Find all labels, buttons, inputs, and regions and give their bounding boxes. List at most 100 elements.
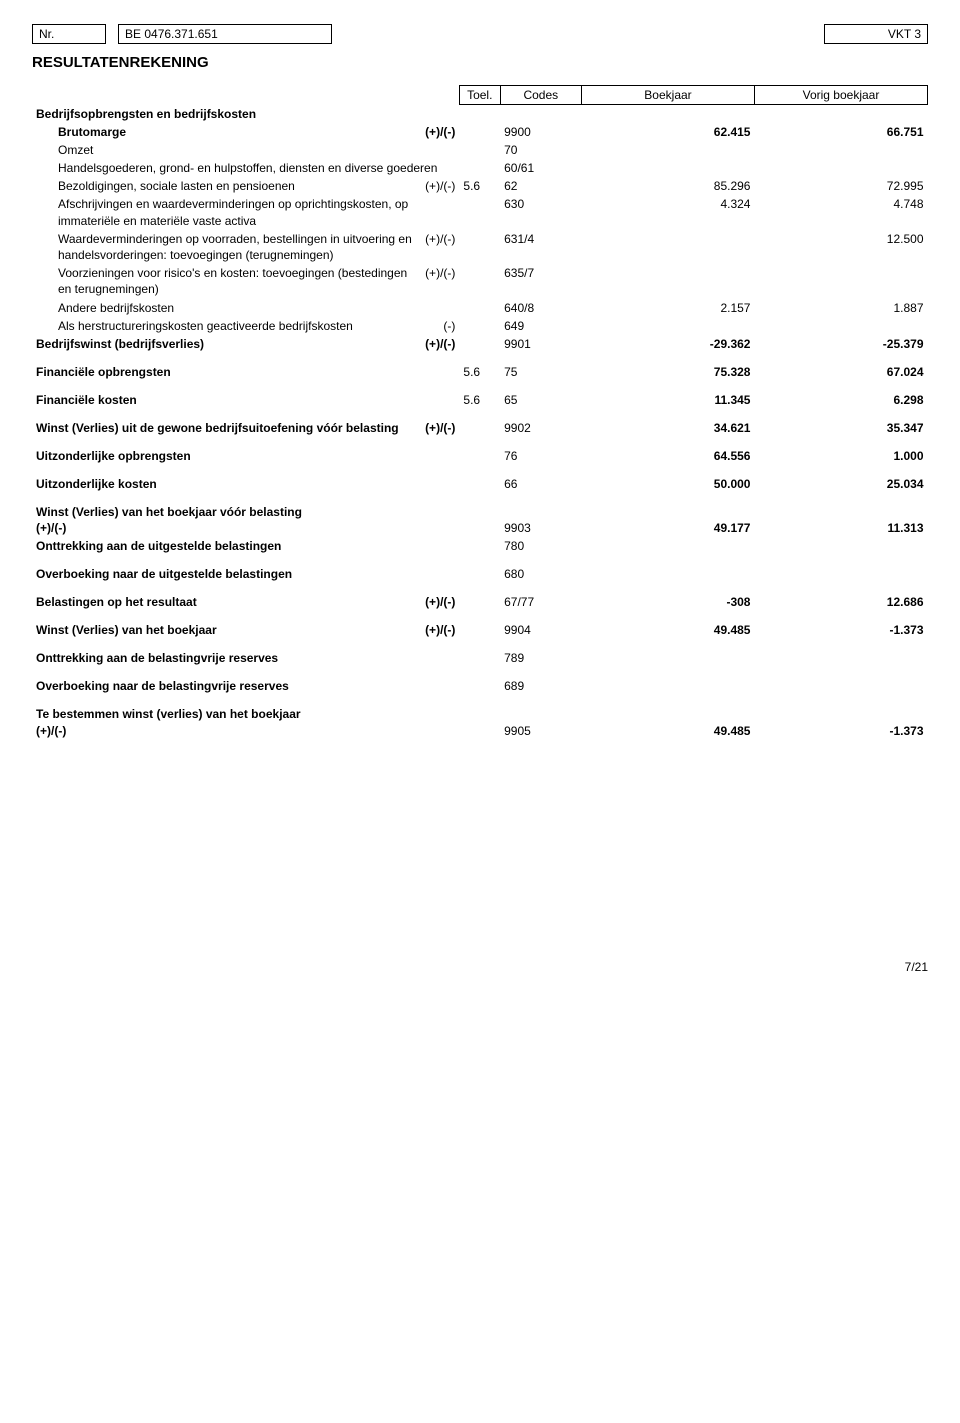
row-current: 85.296: [582, 177, 755, 195]
row-current: 4.324: [582, 195, 755, 229]
row-current: [582, 317, 755, 335]
row-toel: [459, 677, 500, 705]
row-label: Handelsgoederen, grond- en hulpstoffen, …: [32, 159, 459, 177]
row-code: 635/7: [500, 264, 581, 298]
row-current: [582, 141, 755, 159]
row-current: -308: [582, 593, 755, 621]
table-row: Als herstructureringskosten geactiveerde…: [32, 317, 928, 335]
sign-line: (+)/(-): [36, 520, 455, 536]
row-previous: -1.373: [754, 621, 927, 649]
table-row: Onttrekking aan de belastingvrije reserv…: [32, 649, 928, 677]
row-previous: 25.034: [754, 475, 927, 503]
row-current: 75.328: [582, 363, 755, 391]
table-row: Financiële opbrengsten5.67575.32867.024: [32, 363, 928, 391]
row-label: Overboeking naar de belastingvrije reser…: [32, 677, 459, 705]
row-current: 64.556: [582, 447, 755, 475]
row-current: [582, 677, 755, 705]
table-row: Bedrijfswinst (bedrijfsverlies)(+)/(-)99…: [32, 335, 928, 363]
row-previous: 66.751: [754, 123, 927, 141]
row-previous: [754, 537, 927, 565]
table-row: Bedrijfsopbrengsten en bedrijfskosten: [32, 105, 928, 123]
be-number: BE 0476.371.651: [125, 27, 218, 41]
row-current: [582, 565, 755, 593]
table-row: Uitzonderlijke opbrengsten7664.5561.000: [32, 447, 928, 475]
row-toel: 5.6: [459, 177, 500, 195]
row-code: 9903: [500, 503, 581, 537]
sign-suffix: (+)/(-): [421, 420, 455, 436]
row-previous: [754, 317, 927, 335]
col-current: Boekjaar: [582, 86, 755, 105]
row-label: Uitzonderlijke kosten: [32, 475, 459, 503]
row-label: Brutomarge(+)/(-): [32, 123, 459, 141]
row-toel: [459, 123, 500, 141]
row-label: Winst (Verlies) van het boekjaar(+)/(-): [32, 621, 459, 649]
row-previous: 12.500: [754, 230, 927, 264]
table-row: Belastingen op het resultaat(+)/(-)67/77…: [32, 593, 928, 621]
row-code: 689: [500, 677, 581, 705]
row-label: Overboeking naar de uitgestelde belastin…: [32, 565, 459, 593]
row-code: 680: [500, 565, 581, 593]
table-row: Brutomarge(+)/(-)990062.41566.751: [32, 123, 928, 141]
row-previous: [754, 264, 927, 298]
row-label: Waardeverminderingen op voorraden, beste…: [32, 230, 459, 264]
row-toel: [459, 230, 500, 264]
row-toel: [459, 159, 500, 177]
row-current: 2.157: [582, 299, 755, 317]
row-code: 62: [500, 177, 581, 195]
row-previous: 11.313: [754, 503, 927, 537]
col-codes: Codes: [500, 86, 581, 105]
row-toel: [459, 195, 500, 229]
col-previous: Vorig boekjaar: [754, 86, 927, 105]
row-previous: [754, 565, 927, 593]
row-code: 67/77: [500, 593, 581, 621]
row-previous: [754, 649, 927, 677]
row-code: 649: [500, 317, 581, 335]
row-current: 11.345: [582, 391, 755, 419]
row-label: Winst (Verlies) uit de gewone bedrijfsui…: [32, 419, 459, 447]
sign-suffix: (+)/(-): [421, 124, 455, 140]
row-current: [582, 230, 755, 264]
table-row: Handelsgoederen, grond- en hulpstoffen, …: [32, 159, 928, 177]
row-current: [582, 105, 755, 123]
sign-suffix: (+)/(-): [421, 594, 455, 610]
row-toel: [459, 264, 500, 298]
row-label: Bezoldigingen, sociale lasten en pensioe…: [32, 177, 459, 195]
sign-suffix: (+)/(-): [421, 622, 455, 638]
row-current: 49.177: [582, 503, 755, 537]
income-statement-table: Toel. Codes Boekjaar Vorig boekjaar Bedr…: [32, 85, 928, 740]
table-row: Winst (Verlies) uit de gewone bedrijfsui…: [32, 419, 928, 447]
row-current: -29.362: [582, 335, 755, 363]
row-label: Als herstructureringskosten geactiveerde…: [32, 317, 459, 335]
row-current: 49.485: [582, 621, 755, 649]
row-label: Bedrijfsopbrengsten en bedrijfskosten: [32, 105, 459, 123]
row-code: 75: [500, 363, 581, 391]
row-code: 65: [500, 391, 581, 419]
row-toel: [459, 335, 500, 363]
row-code: 631/4: [500, 230, 581, 264]
row-label: Andere bedrijfskosten: [32, 299, 459, 317]
row-label: Onttrekking aan de belastingvrije reserv…: [32, 649, 459, 677]
row-label: Omzet: [32, 141, 459, 159]
row-previous: 35.347: [754, 419, 927, 447]
table-row: Overboeking naar de belastingvrije reser…: [32, 677, 928, 705]
row-toel: [459, 565, 500, 593]
row-label: Uitzonderlijke opbrengsten: [32, 447, 459, 475]
table-row: Waardeverminderingen op voorraden, beste…: [32, 230, 928, 264]
row-previous: 1.887: [754, 299, 927, 317]
row-current: [582, 159, 755, 177]
row-previous: [754, 105, 927, 123]
table-row: Uitzonderlijke kosten6650.00025.034: [32, 475, 928, 503]
row-label: Voorzieningen voor risico's en kosten: t…: [32, 264, 459, 298]
row-current: [582, 649, 755, 677]
row-previous: [754, 159, 927, 177]
table-row: Winst (Verlies) van het boekjaar(+)/(-)9…: [32, 621, 928, 649]
table-row: Omzet 70: [32, 141, 928, 159]
row-current: [582, 264, 755, 298]
row-previous: 4.748: [754, 195, 927, 229]
row-code: 9905: [500, 705, 581, 739]
row-code: 70: [500, 141, 581, 159]
row-code: 9900: [500, 123, 581, 141]
row-label: Afschrijvingen en waardeverminderingen o…: [32, 195, 459, 229]
row-toel: [459, 649, 500, 677]
col-toel: Toel.: [459, 86, 500, 105]
